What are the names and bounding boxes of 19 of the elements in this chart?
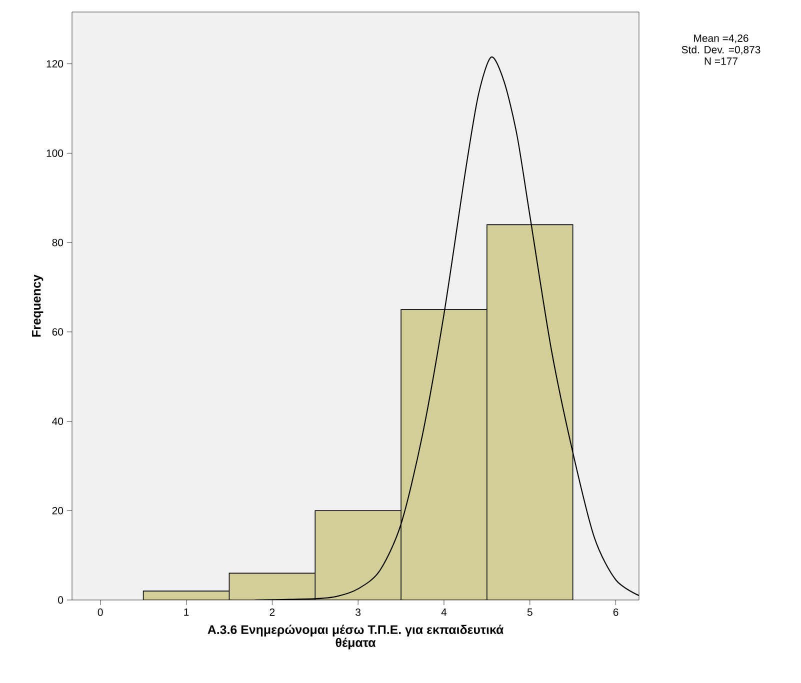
x-tick-label: 2 bbox=[270, 608, 275, 616]
x-tick-label: 6 bbox=[613, 608, 618, 616]
text: Std. Dev. =0,873 bbox=[682, 46, 760, 55]
x-tick-label: 5 bbox=[527, 608, 532, 616]
x-tick-label: 3 bbox=[356, 608, 361, 616]
y-tick-label: 0 bbox=[58, 596, 64, 604]
y-tick-label: 40 bbox=[52, 418, 64, 425]
y-tick-label: 120 bbox=[46, 60, 64, 68]
y-tick-label: 60 bbox=[52, 328, 64, 336]
y-axis-title: Frequency bbox=[32, 274, 44, 337]
x-tick-label: 1 bbox=[184, 608, 189, 616]
x-tick-label: 4 bbox=[441, 608, 447, 616]
x-axis-title: A.3.6 Ενημερώνομαι μέσω Τ.Π.Ε. για εκπαιδευτικά θέματα bbox=[208, 624, 504, 650]
y-tick-label: 20 bbox=[52, 506, 64, 514]
text: Mean =4,26 bbox=[694, 34, 748, 44]
y-tick-label: 80 bbox=[52, 238, 64, 246]
text: N =177 bbox=[704, 58, 738, 65]
x-tick-label: 0 bbox=[98, 608, 103, 616]
y-tick-label: 100 bbox=[46, 149, 64, 157]
